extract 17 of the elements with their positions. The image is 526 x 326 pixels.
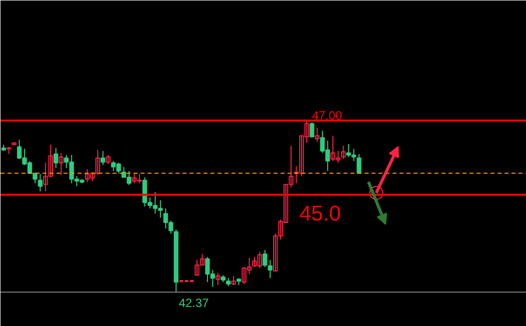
- annotation: 42.37: [178, 296, 210, 310]
- candlestick: [100, 150, 106, 166]
- candlestick: [95, 149, 100, 176]
- candlestick: [216, 272, 220, 286]
- candlestick: [58, 152, 64, 176]
- candlestick: [268, 259, 272, 279]
- candlestick: [231, 275, 236, 286]
- candlestick: [341, 145, 346, 160]
- candlestick: [356, 153, 362, 174]
- candlestick: [54, 148, 58, 169]
- candlestick: [310, 122, 314, 138]
- ref-line-label: 45.0: [299, 202, 341, 226]
- candlestick: [262, 249, 268, 268]
- candlestick: [38, 173, 43, 192]
- ref-line-label: 47.00: [312, 108, 342, 123]
- candlestick: [32, 172, 38, 184]
- candlestick: [314, 127, 320, 142]
